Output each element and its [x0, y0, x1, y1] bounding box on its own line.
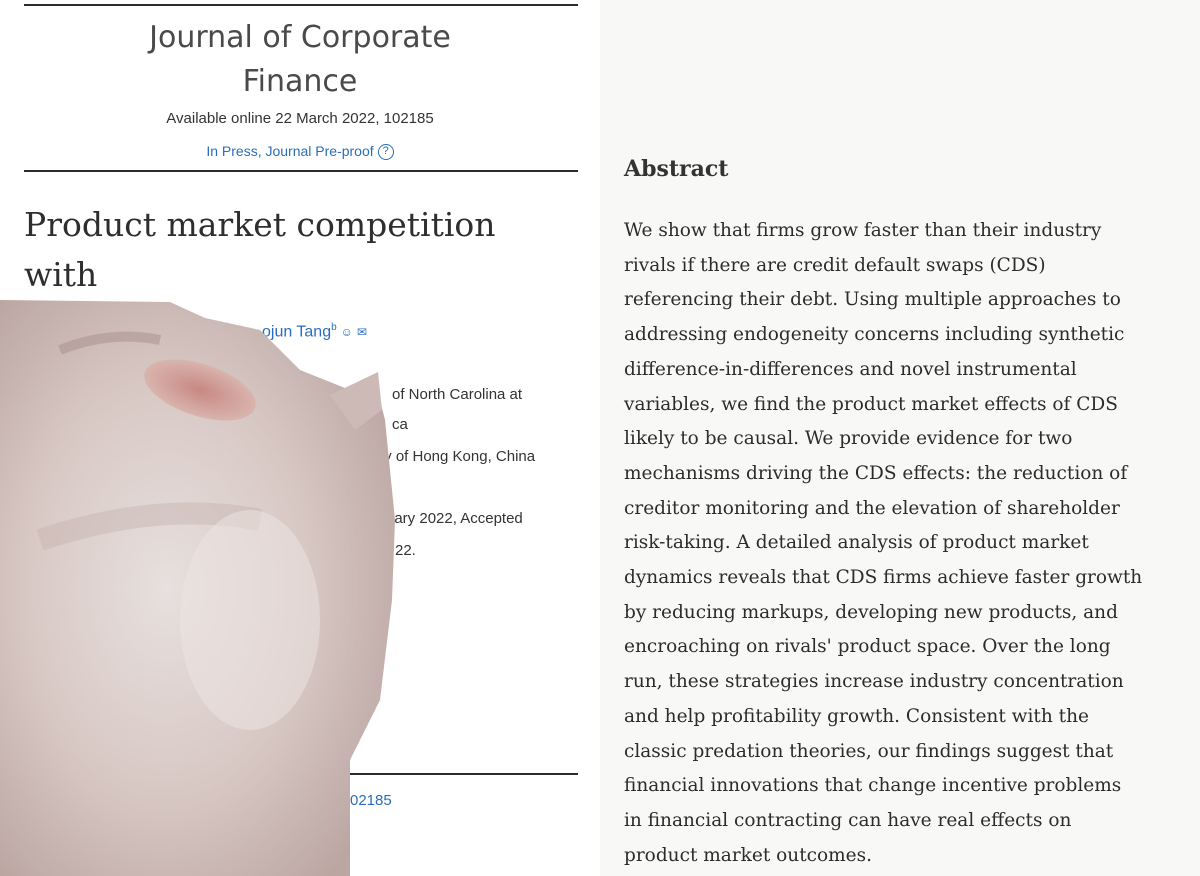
- abstract-line: dynamics reveals that CDS firms achieve …: [624, 567, 1143, 589]
- top-divider: [24, 4, 578, 6]
- help-icon[interactable]: ?: [377, 144, 394, 161]
- cat-throat-highlight: [180, 510, 320, 730]
- author-affiliation-marker: b: [331, 322, 337, 333]
- email-icon[interactable]: ✉: [356, 325, 367, 340]
- abstract-line: and help profitability growth. Consisten…: [624, 705, 1089, 727]
- affiliation-line-2: ca: [392, 416, 408, 433]
- abstract-line: by reducing markups, developing new prod…: [624, 601, 1118, 623]
- cat-ear: [330, 372, 382, 430]
- abstract-line: likely to be causal. We provide evidence…: [624, 428, 1073, 450]
- abstract-line: variables, we find the product market ef…: [624, 393, 1118, 415]
- abstract-line: We show that firms grow faster than thei…: [624, 220, 1102, 241]
- affiliation-line-3: ty of Hong Kong, China: [380, 448, 536, 465]
- abstract-line: referencing their debt. Using multiple a…: [624, 289, 1121, 311]
- article-title: Product market competition with CDS: [24, 200, 564, 350]
- journal-title-line1: Journal of Corporate: [149, 20, 451, 55]
- cat-photo: [0, 300, 395, 876]
- abstract-line: product market outcomes.: [624, 844, 872, 866]
- abstract-line: financial innovations that change incent…: [624, 775, 1122, 797]
- abstract-body: We show that firms grow faster than thei…: [624, 214, 1184, 873]
- abstract-panel: Abstract We show that firms grow faster …: [600, 0, 1200, 876]
- journal-title[interactable]: Journal of Corporate Finance: [100, 16, 500, 104]
- pre-proof-status-label: In Press, Journal Pre-proof: [206, 143, 374, 159]
- journal-title-line2: Finance: [242, 64, 358, 99]
- history-line-1: uary 2022, Accepted: [386, 510, 523, 527]
- abstract-line: rivals if there are credit default swaps…: [624, 254, 1046, 276]
- cat-mouth-shadow: [58, 331, 161, 355]
- article-header-panel: Journal of Corporate Finance Available o…: [0, 4, 578, 876]
- author-link[interactable]: ojun Tangb ☺ ✉: [262, 322, 367, 341]
- abstract-line: classic predation theories, our findings…: [624, 740, 1114, 762]
- abstract-line: in financial contracting can have real e…: [624, 809, 1072, 831]
- abstract-line: addressing endogeneity concerns includin…: [624, 324, 1125, 346]
- author-name: ojun Tang: [262, 323, 332, 341]
- abstract-line: encroaching on rivals' product space. Ov…: [624, 636, 1111, 658]
- abstract-line: risk-taking. A detailed analysis of prod…: [624, 532, 1089, 554]
- header-divider: [24, 170, 578, 172]
- abstract-line: creditor monitoring and the elevation of…: [624, 497, 1120, 519]
- abstract-heading: Abstract: [624, 156, 729, 182]
- pre-proof-status-link[interactable]: In Press, Journal Pre-proof?: [100, 143, 500, 161]
- person-icon[interactable]: ☺: [340, 325, 353, 340]
- history-line-2: 22.: [395, 542, 416, 559]
- doi-link[interactable]: 02185: [350, 792, 392, 809]
- availability-text: Available online 22 March 2022, 102185: [166, 110, 434, 127]
- affiliation-line-1: of North Carolina at: [392, 386, 523, 403]
- abstract-line: difference-in-differences and novel inst…: [624, 358, 1077, 380]
- abstract-line: run, these strategies increase industry …: [624, 671, 1124, 693]
- article-title-line1: Product market competition with: [24, 205, 496, 294]
- doi-divider: [350, 773, 578, 775]
- abstract-line: mechanisms driving the CDS effects: the …: [624, 462, 1128, 484]
- cat-nose: [144, 359, 256, 421]
